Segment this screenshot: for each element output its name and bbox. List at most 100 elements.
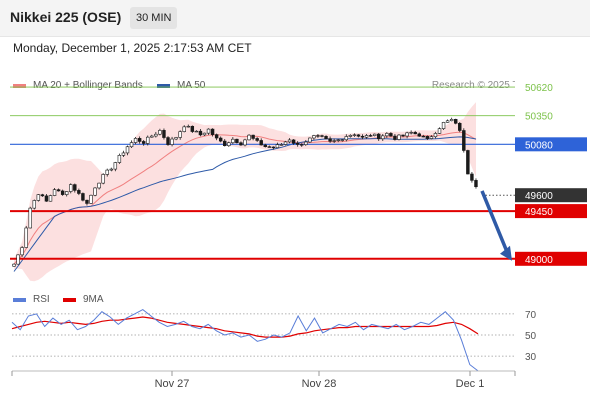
candle-body — [162, 130, 166, 138]
candle-body — [445, 120, 450, 123]
level-label-50080: 50080 — [525, 140, 553, 151]
legend-label-rsi: RSI — [33, 294, 50, 305]
candle-body — [283, 141, 288, 145]
candle-body — [458, 122, 462, 131]
candle-body — [231, 138, 235, 144]
candle-body — [60, 190, 65, 195]
candle-body — [364, 135, 369, 138]
candle-body — [300, 144, 304, 146]
candle-body — [73, 184, 77, 191]
candle-body — [352, 134, 357, 136]
candle-body — [85, 199, 89, 204]
candle-body — [81, 193, 85, 201]
candle-body — [170, 138, 174, 145]
candle-body — [186, 125, 190, 128]
candle-body — [340, 139, 344, 141]
timeframe-button[interactable]: 30 MIN — [130, 7, 178, 29]
level-label-49600: 49600 — [525, 191, 553, 202]
rsi-swatch — [13, 297, 26, 302]
datetime-label: Monday, December 1, 2025 2:17:53 AM CET — [13, 41, 252, 55]
candle-body — [227, 142, 231, 147]
candle-body — [243, 139, 247, 146]
candle-body — [206, 128, 211, 134]
rsi-tick-label-50: 50 — [525, 331, 537, 342]
candle-body — [89, 194, 93, 204]
candle-body — [77, 190, 81, 194]
candle-body — [178, 131, 182, 138]
candle-body — [125, 146, 130, 154]
candle-body — [12, 263, 16, 267]
candle-body — [267, 146, 272, 148]
candle-body — [101, 174, 105, 184]
level-tag-49450 — [515, 204, 587, 219]
candle-body — [271, 146, 276, 149]
candle-body — [36, 194, 41, 201]
candle-body — [28, 207, 32, 229]
level-label-50620: 50620 — [525, 83, 553, 94]
level-label-49450: 49450 — [525, 207, 553, 218]
candle-body — [368, 135, 373, 137]
candle-body — [24, 227, 28, 248]
candle-body — [385, 133, 389, 137]
x-tick-label: Nov 27 — [155, 378, 190, 390]
rsi-tick-label-30: 30 — [525, 352, 537, 363]
legend-item-ma20: MA 20 + Bollinger Bands — [13, 80, 143, 91]
forecast-arrow-head — [500, 245, 512, 261]
header-bar: Nikkei 225 (OSE) 30 MIN — [0, 0, 590, 37]
candle-body — [109, 168, 113, 171]
candle-body — [259, 140, 263, 146]
rsi-tick-label-70: 70 — [525, 310, 537, 321]
candle-body — [324, 136, 328, 140]
candle-body — [56, 189, 61, 192]
candle-body — [462, 130, 466, 151]
level-tag-50080 — [515, 137, 587, 152]
candle-body — [166, 137, 170, 145]
candle-body — [239, 142, 243, 146]
candle-body — [32, 200, 37, 209]
candle-body — [133, 138, 138, 143]
x-tick-label: Dec 1 — [456, 378, 485, 390]
candle-body — [287, 139, 292, 143]
candle-body — [141, 141, 146, 144]
candle-body — [348, 135, 353, 137]
candle-body — [93, 187, 97, 196]
level-tag-49600 — [515, 188, 587, 203]
candle-body — [97, 182, 101, 189]
candle-body — [474, 180, 478, 188]
legend-item-ma50: MA 50 — [157, 80, 205, 91]
candle-body — [105, 169, 109, 175]
candle-body — [16, 254, 20, 265]
candle-body — [295, 142, 300, 145]
candle-body — [389, 133, 393, 137]
candle-body — [275, 144, 280, 149]
level-tag-49000 — [515, 251, 587, 266]
candle-body — [69, 184, 73, 192]
candle-body — [381, 135, 385, 140]
candle-body — [190, 125, 195, 132]
ma50-swatch — [157, 83, 170, 88]
candle-body — [223, 140, 227, 147]
candle-body — [137, 138, 142, 142]
candle-body — [40, 194, 45, 197]
legend-item-rsi: RSI — [13, 294, 50, 305]
candle-body — [113, 162, 118, 170]
candle-body — [146, 136, 150, 144]
candle-body — [214, 134, 219, 139]
candle-body — [121, 152, 126, 156]
legend-label-9ma: 9MA — [83, 294, 104, 305]
ma9-swatch — [63, 297, 76, 302]
candle-body — [308, 137, 312, 143]
candle-body — [409, 132, 413, 134]
candle-body — [332, 140, 336, 142]
candle-body — [279, 144, 284, 146]
candle-body — [174, 137, 178, 140]
candle-body — [117, 155, 122, 163]
candle-body — [44, 195, 49, 202]
rsi-line — [11, 309, 479, 372]
candle-body — [417, 133, 421, 137]
candle-body — [194, 130, 199, 133]
candle-body — [48, 195, 53, 202]
candle-body — [312, 135, 316, 139]
